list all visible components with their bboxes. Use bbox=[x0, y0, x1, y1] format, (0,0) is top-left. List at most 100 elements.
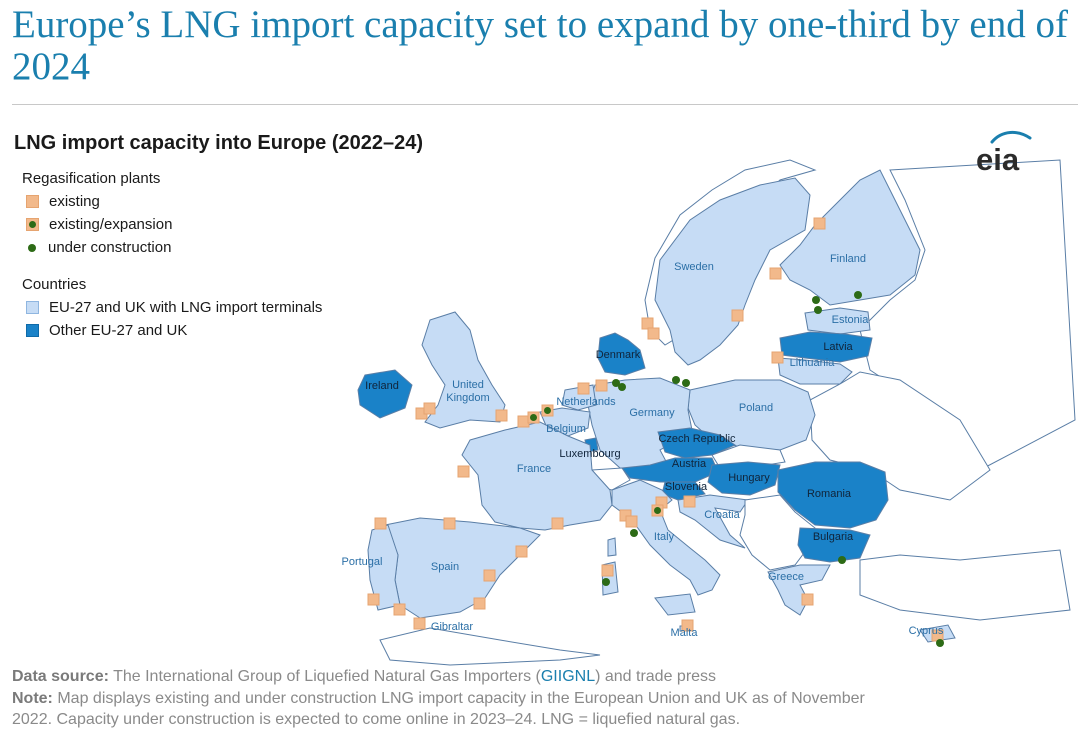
plant-marker bbox=[473, 597, 486, 610]
plant-marker bbox=[413, 617, 426, 630]
expansion-plants bbox=[527, 404, 664, 517]
label-france: France bbox=[517, 463, 551, 475]
label-spain: Spain bbox=[431, 561, 459, 573]
eia-logo-text: eia bbox=[976, 142, 1020, 177]
plant-marker bbox=[595, 379, 608, 392]
spain-shape bbox=[384, 517, 541, 619]
plant-marker bbox=[443, 517, 456, 530]
germany-shape bbox=[587, 377, 693, 471]
plant-marker bbox=[812, 296, 820, 304]
plant-marker bbox=[544, 407, 551, 414]
lithuania-shape bbox=[777, 357, 853, 385]
page-headline: Europe’s LNG import capacity set to expa… bbox=[12, 3, 1068, 88]
turkey-shape bbox=[859, 549, 1071, 621]
legend-item-eu-with-terminals: EU-27 and UK with LNG import terminals bbox=[26, 299, 322, 316]
plant-marker bbox=[681, 619, 694, 632]
plant-marker bbox=[936, 639, 944, 647]
source-text-end: ) and trade press bbox=[595, 668, 717, 685]
plant-marker bbox=[654, 507, 661, 514]
label-greece: Greece bbox=[768, 571, 804, 583]
north-africa-shape bbox=[379, 627, 601, 666]
greece-shape bbox=[767, 564, 831, 616]
label-netherlands: Netherlands bbox=[556, 396, 616, 408]
label-romania: Romania bbox=[807, 488, 852, 500]
plant-marker bbox=[483, 569, 496, 582]
plant-marker bbox=[601, 564, 614, 577]
denmark-shape bbox=[597, 332, 646, 376]
label-estonia: Estonia bbox=[832, 314, 870, 326]
plant-marker bbox=[517, 415, 530, 428]
label-latvia: Latvia bbox=[823, 341, 853, 353]
plant-marker bbox=[854, 291, 862, 299]
plant-marker bbox=[457, 465, 470, 478]
label-uk-1: United bbox=[452, 379, 484, 391]
belarus-ukraine-shape bbox=[809, 371, 991, 501]
label-lithuania: Lithuania bbox=[790, 357, 836, 369]
headline-divider bbox=[12, 104, 1078, 105]
legend-item-other-eu: Other EU-27 and UK bbox=[26, 322, 187, 339]
label-gibraltar: Gibraltar bbox=[431, 621, 474, 633]
eia-logo: eia bbox=[972, 128, 1036, 178]
note-line-1: Map displays existing and under construc… bbox=[57, 690, 865, 707]
label-poland: Poland bbox=[739, 402, 773, 414]
plant-marker bbox=[814, 306, 822, 314]
plant-marker bbox=[423, 402, 436, 415]
uk-shape bbox=[421, 311, 506, 429]
plant-marker bbox=[602, 578, 610, 586]
label-germany: Germany bbox=[629, 407, 675, 419]
label-belgium: Belgium bbox=[546, 423, 586, 435]
plant-marker bbox=[495, 409, 508, 422]
legend-label: Other EU-27 and UK bbox=[49, 322, 188, 339]
hungary-shape bbox=[707, 461, 781, 496]
source-text: The International Group of Liquefied Nat… bbox=[113, 668, 541, 685]
plant-marker bbox=[530, 414, 537, 421]
plant-marker bbox=[367, 593, 380, 606]
plant-marker bbox=[577, 382, 590, 395]
label-croatia: Croatia bbox=[704, 509, 740, 521]
label-sweden: Sweden bbox=[674, 261, 714, 273]
plant-marker bbox=[625, 515, 638, 528]
label-malta: Malta bbox=[671, 627, 699, 639]
italy-shape bbox=[611, 479, 721, 596]
plant-marker bbox=[672, 376, 680, 384]
corsica-shape bbox=[607, 537, 617, 557]
label-czech: Czech Republic bbox=[658, 433, 736, 445]
romania-shape bbox=[777, 461, 889, 529]
source-label: Data source: bbox=[12, 668, 109, 685]
map-title: LNG import capacity into Europe (2022–24… bbox=[14, 132, 423, 154]
label-cyprus: Cyprus bbox=[909, 625, 944, 637]
footer-note-line-2: 2022. Capacity under construction is exp… bbox=[12, 711, 741, 728]
legend-item-existing: existing bbox=[26, 193, 100, 210]
legend-item-expansion: existing/expansion bbox=[26, 216, 172, 233]
plant-marker bbox=[731, 309, 744, 322]
plant-marker bbox=[612, 379, 620, 387]
plant-marker bbox=[647, 327, 660, 340]
sweden-shape bbox=[654, 177, 811, 366]
latvia-shape bbox=[779, 331, 873, 363]
plant-marker bbox=[551, 517, 564, 530]
giignl-link[interactable]: GIIGNL bbox=[540, 668, 596, 685]
label-denmark: Denmark bbox=[596, 349, 641, 361]
label-hungary: Hungary bbox=[728, 472, 770, 484]
poland-shape bbox=[687, 379, 816, 451]
legend-countries-heading: Countries bbox=[22, 276, 87, 293]
dark-blue-square-icon bbox=[26, 324, 39, 337]
existing-square-icon bbox=[26, 195, 39, 208]
plant-marker bbox=[838, 556, 846, 564]
plant-marker bbox=[769, 267, 782, 280]
legend-label: EU-27 and UK with LNG import terminals bbox=[49, 299, 323, 316]
plant-marker bbox=[515, 545, 528, 558]
finland-shape bbox=[779, 169, 921, 306]
label-ireland: Ireland bbox=[365, 380, 399, 392]
ireland-shape bbox=[357, 369, 413, 419]
legend-plants-heading: Regasification plants bbox=[22, 170, 161, 187]
eia-logo-swoosh bbox=[990, 131, 1032, 144]
plant-marker bbox=[641, 317, 654, 330]
czech-shape bbox=[657, 427, 737, 459]
note-label: Note: bbox=[12, 690, 53, 707]
legend-label: under construction bbox=[48, 239, 172, 256]
expansion-square-dot-icon bbox=[26, 218, 39, 231]
croatia-shape bbox=[677, 494, 749, 549]
plant-marker bbox=[683, 495, 696, 508]
